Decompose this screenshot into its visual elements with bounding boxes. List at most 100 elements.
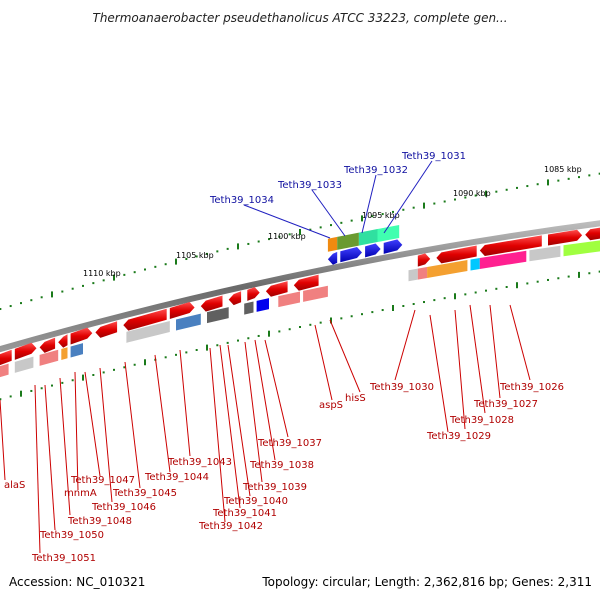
- leader-line: [99, 367, 113, 503]
- minor-tick: [578, 176, 580, 179]
- minor-tick: [588, 272, 591, 275]
- minor-tick: [164, 356, 167, 359]
- gene-feature-1032: [358, 229, 378, 246]
- leader-line: [124, 361, 141, 489]
- gene-label-teth39-1048[interactable]: Teth39_1048: [67, 516, 132, 527]
- minor-tick: [195, 349, 198, 351]
- gene-label-teth39-1045[interactable]: Teth39_1045: [112, 488, 177, 499]
- gene-label-teth39-1041[interactable]: Teth39_1041: [212, 508, 277, 519]
- gene-feature-red: [95, 321, 118, 338]
- gene-feature-red: [247, 287, 260, 301]
- top-leaders: [243, 160, 433, 239]
- minor-tick: [505, 286, 508, 288]
- minor-tick: [485, 289, 487, 292]
- gene-label-teth39-1027[interactable]: Teth39_1027: [473, 399, 538, 410]
- leader-line: [0, 399, 6, 481]
- leader-line: [34, 384, 41, 554]
- leader-line: [429, 314, 449, 433]
- leader-teth39-1032: [361, 174, 377, 234]
- minor-tick: [175, 353, 177, 356]
- minor-tick: [567, 177, 570, 180]
- leader-line: [59, 377, 71, 516]
- bottom-gene-labels: Teth39_1026 Teth39_1027 Teth39_1028 Teth…: [4, 382, 564, 564]
- gene-label-teth39-1028[interactable]: Teth39_1028: [449, 415, 514, 426]
- gene-label-teth39-1051[interactable]: Teth39_1051: [31, 553, 96, 564]
- leader-teth39-1034: [243, 204, 331, 239]
- outer-tick-track: [0, 172, 600, 311]
- minor-tick: [588, 174, 591, 177]
- gene-label-mnma[interactable]: mnmA: [64, 488, 97, 499]
- minor-tick: [412, 206, 415, 209]
- gene-feature-colored: [563, 240, 600, 257]
- minor-tick: [443, 200, 446, 203]
- minor-tick: [154, 265, 157, 268]
- gene-label-teth39-1033[interactable]: Teth39_1033: [277, 180, 342, 191]
- gene-label-asps[interactable]: aspS: [319, 400, 343, 411]
- gene-feature-colored: [207, 307, 229, 324]
- minor-tick: [309, 228, 312, 231]
- minor-tick: [454, 198, 456, 201]
- minor-tick: [216, 344, 219, 347]
- minor-tick: [185, 258, 188, 261]
- gene-feature-red: [39, 337, 56, 353]
- leader-line: [84, 371, 101, 477]
- minor-tick: [40, 296, 43, 299]
- gene-label-teth39-1030[interactable]: Teth39_1030: [369, 382, 434, 393]
- gene-label-teth39-1046[interactable]: Teth39_1046: [91, 502, 156, 513]
- gene-feature-colored: [176, 313, 201, 331]
- minor-tick: [350, 315, 353, 318]
- gene-label-alas[interactable]: alaS: [4, 480, 25, 491]
- gene-label-teth39-1042[interactable]: Teth39_1042: [198, 521, 263, 532]
- minor-tick: [247, 337, 250, 340]
- gene-feature-red: [293, 274, 319, 291]
- minor-tick: [567, 275, 570, 278]
- leader-line: [219, 344, 241, 509]
- gene-label-teth39-1029[interactable]: Teth39_1029: [426, 431, 491, 442]
- gene-label-teth39-1034[interactable]: Teth39_1034: [209, 195, 274, 206]
- gene-feature-red: [58, 334, 68, 348]
- gene-feature-red: [0, 349, 12, 366]
- gene-feature-colored: [427, 260, 468, 278]
- minor-tick: [226, 247, 229, 250]
- gene-label-teth39-1047[interactable]: Teth39_1047: [70, 475, 135, 486]
- gene-label-teth39-1039[interactable]: Teth39_1039: [242, 482, 307, 493]
- leader-line: [254, 339, 276, 461]
- minor-tick: [474, 291, 477, 294]
- minor-tick: [309, 323, 312, 326]
- gene-label-teth39-1043[interactable]: Teth39_1043: [167, 457, 232, 468]
- minor-tick: [257, 240, 260, 243]
- minor-tick: [392, 210, 394, 213]
- gene-feature-red: [228, 291, 242, 306]
- gene-feature-colored: [479, 250, 527, 270]
- gene-label-teth39-1040[interactable]: Teth39_1040: [223, 496, 288, 507]
- minor-tick: [51, 384, 53, 387]
- minor-tick: [423, 301, 425, 304]
- tick-label-1105: 1105 kbp: [176, 251, 214, 260]
- gene-label-teth39-1032[interactable]: Teth39_1032: [343, 165, 408, 176]
- gene-feature-colored: [61, 347, 68, 360]
- minor-tick: [9, 305, 12, 308]
- minor-tick: [288, 328, 291, 331]
- minor-tick: [598, 270, 600, 273]
- leader-line: [394, 309, 416, 381]
- leader-line: [329, 319, 361, 393]
- gene-feature-1033: [337, 232, 359, 250]
- minor-tick: [195, 255, 198, 258]
- gene-label-teth39-1037[interactable]: Teth39_1037: [257, 438, 322, 449]
- gene-label-hiss[interactable]: hisS: [345, 393, 366, 404]
- leader-line: [314, 324, 333, 401]
- leader-line: [489, 304, 501, 399]
- minor-tick: [237, 339, 239, 342]
- scale-labels: 1085 kbp 1090 kbp 1095 kbp 1100 kbp 1105…: [83, 165, 582, 278]
- gene-label-teth39-1044[interactable]: Teth39_1044: [144, 472, 209, 483]
- minor-tick: [0, 398, 2, 401]
- gene-label-teth39-1050[interactable]: Teth39_1050: [39, 530, 104, 541]
- gene-label-teth39-1026[interactable]: Teth39_1026: [499, 382, 564, 393]
- gene-feature-1034: [327, 236, 338, 252]
- gene-label-teth39-1038[interactable]: Teth39_1038: [249, 460, 314, 471]
- gene-feature-blue: [365, 243, 381, 258]
- minor-tick: [495, 190, 498, 193]
- gene-label-teth39-1031[interactable]: Teth39_1031: [401, 151, 466, 162]
- leader-line: [44, 384, 56, 531]
